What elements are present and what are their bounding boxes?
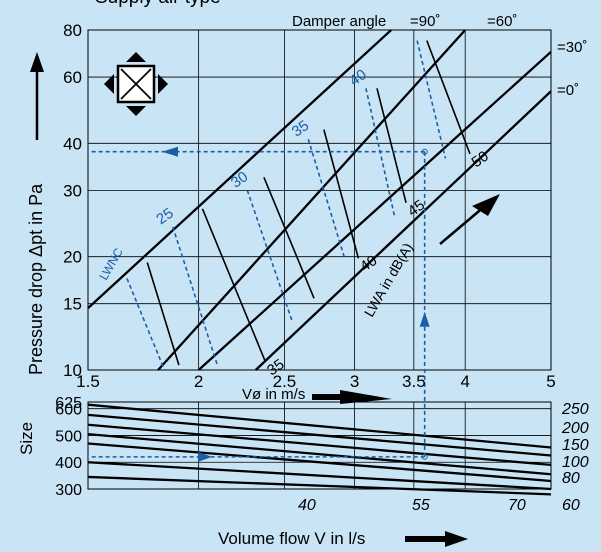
upper-grid bbox=[87, 29, 552, 371]
size-line-5 bbox=[87, 461, 552, 491]
lwnc-label-1: 25 bbox=[153, 205, 176, 228]
lwa-line-4 bbox=[376, 88, 407, 204]
lwa-line-1 bbox=[201, 208, 267, 363]
lwnc-line-5 bbox=[416, 40, 447, 159]
header-fragment: Supply air type bbox=[95, 0, 221, 8]
x-tick-label: 5 bbox=[546, 372, 555, 391]
y-tick-label: 10 bbox=[63, 361, 82, 380]
y-tick-label: 40 bbox=[63, 134, 82, 153]
lwnc-line-0 bbox=[126, 278, 166, 371]
lwnc-line-1 bbox=[172, 226, 219, 366]
size-tick-label: 500 bbox=[55, 428, 82, 445]
damper-line-2 bbox=[197, 50, 552, 371]
example-path bbox=[88, 146, 430, 462]
x-axis-label-flow: Volume flow V in l/s bbox=[218, 529, 468, 548]
lwa-label-4: 45 bbox=[405, 197, 428, 220]
size-tick-label: 625 bbox=[55, 395, 82, 412]
damper-label-30: =30˚ bbox=[557, 39, 587, 56]
svg-text:Volume flow V in l/s: Volume flow V in l/s bbox=[218, 529, 365, 548]
y-axis-label-size: Size bbox=[17, 422, 36, 455]
flow-label-right: 100 bbox=[562, 454, 589, 471]
x-tick-label: 2 bbox=[194, 372, 203, 391]
damper-line-1 bbox=[157, 29, 467, 371]
damper-label-0: =0˚ bbox=[557, 82, 579, 99]
damper-line-3 bbox=[254, 90, 552, 371]
size-tick-label: 300 bbox=[55, 482, 82, 499]
lwa-line-2 bbox=[263, 176, 315, 299]
y-tick-label: 80 bbox=[63, 21, 82, 40]
size-lines bbox=[87, 403, 552, 496]
x-tick-label: 3 bbox=[350, 372, 359, 391]
lwa-lines: 35 40 45 50 bbox=[146, 40, 492, 379]
y-tick-label: 60 bbox=[63, 68, 82, 87]
lwa-label-3: 40 bbox=[357, 252, 380, 275]
flow-label-right: 60 bbox=[562, 497, 580, 514]
damper-label-60: =60˚ bbox=[487, 13, 517, 30]
y-tick-label: 20 bbox=[63, 248, 82, 267]
size-line-6 bbox=[87, 475, 552, 496]
lwnc-label-4: 40 bbox=[346, 66, 369, 89]
svg-text:Vø in m/s: Vø in m/s bbox=[242, 386, 305, 403]
size-line-0 bbox=[87, 403, 552, 449]
y-tick-label: 15 bbox=[63, 295, 82, 314]
x-tick-label: 1.5 bbox=[76, 372, 100, 391]
flow-label-right: 150 bbox=[562, 437, 589, 454]
size-tick-label: 600 bbox=[55, 402, 82, 419]
example-size-point bbox=[421, 453, 428, 460]
size-tick-label: 400 bbox=[55, 455, 82, 472]
lwnc-line-4 bbox=[365, 88, 396, 218]
lwnc-label-3: 35 bbox=[289, 117, 312, 140]
size-line-4 bbox=[87, 442, 552, 483]
x-tick-label: 2.5 bbox=[273, 372, 297, 391]
example-arrow-right bbox=[198, 451, 212, 462]
lwnc-line-2 bbox=[246, 190, 293, 322]
size-line-2 bbox=[87, 423, 552, 467]
damper-icon bbox=[104, 52, 168, 116]
example-arrow-left bbox=[162, 146, 178, 157]
damper-angle-title: Damper angle bbox=[292, 13, 386, 30]
flow-label-bottom: 55 bbox=[412, 497, 430, 514]
direction-arrow bbox=[439, 194, 500, 245]
size-line-1 bbox=[87, 413, 552, 457]
example-arrow-up bbox=[419, 311, 430, 327]
x-tick-label: 4 bbox=[460, 372, 469, 391]
flow-label-right: 250 bbox=[561, 401, 589, 418]
x-tick-label: 3.5 bbox=[402, 372, 426, 391]
flow-label-bottom: 40 bbox=[298, 497, 316, 514]
flow-label-right: 200 bbox=[561, 420, 589, 437]
lwa-label-5: 50 bbox=[469, 148, 492, 171]
flow-label-right: 80 bbox=[562, 470, 580, 487]
lwnc-label-2: 30 bbox=[228, 168, 251, 191]
damper-lines bbox=[87, 29, 552, 371]
lwa-line-3 bbox=[323, 129, 360, 259]
example-point bbox=[421, 148, 428, 155]
svg-text:Pressure drop Δpt in Pa: Pressure drop Δpt in Pa bbox=[26, 183, 46, 375]
flow-label-bottom: 70 bbox=[508, 497, 526, 514]
y-axis-label-pressure: Pressure drop Δpt in Pa bbox=[26, 52, 46, 375]
y-tick-label: 30 bbox=[63, 181, 82, 200]
damper-label-90: =90˚ bbox=[410, 13, 440, 30]
size-line-3 bbox=[87, 432, 552, 476]
lwa-line-5 bbox=[426, 40, 471, 155]
lwa-axis-label: LWA in dB(A) bbox=[361, 240, 416, 319]
lwa-line-0 bbox=[146, 262, 180, 366]
lwa-label-1: 35 bbox=[264, 356, 287, 379]
x-axis-label-velocity: Vø in m/s bbox=[242, 386, 392, 404]
lwnc-lines: 25 30 35 40 bbox=[126, 40, 447, 371]
upper-plot-area bbox=[87, 29, 552, 371]
damper-line-0 bbox=[87, 29, 392, 309]
